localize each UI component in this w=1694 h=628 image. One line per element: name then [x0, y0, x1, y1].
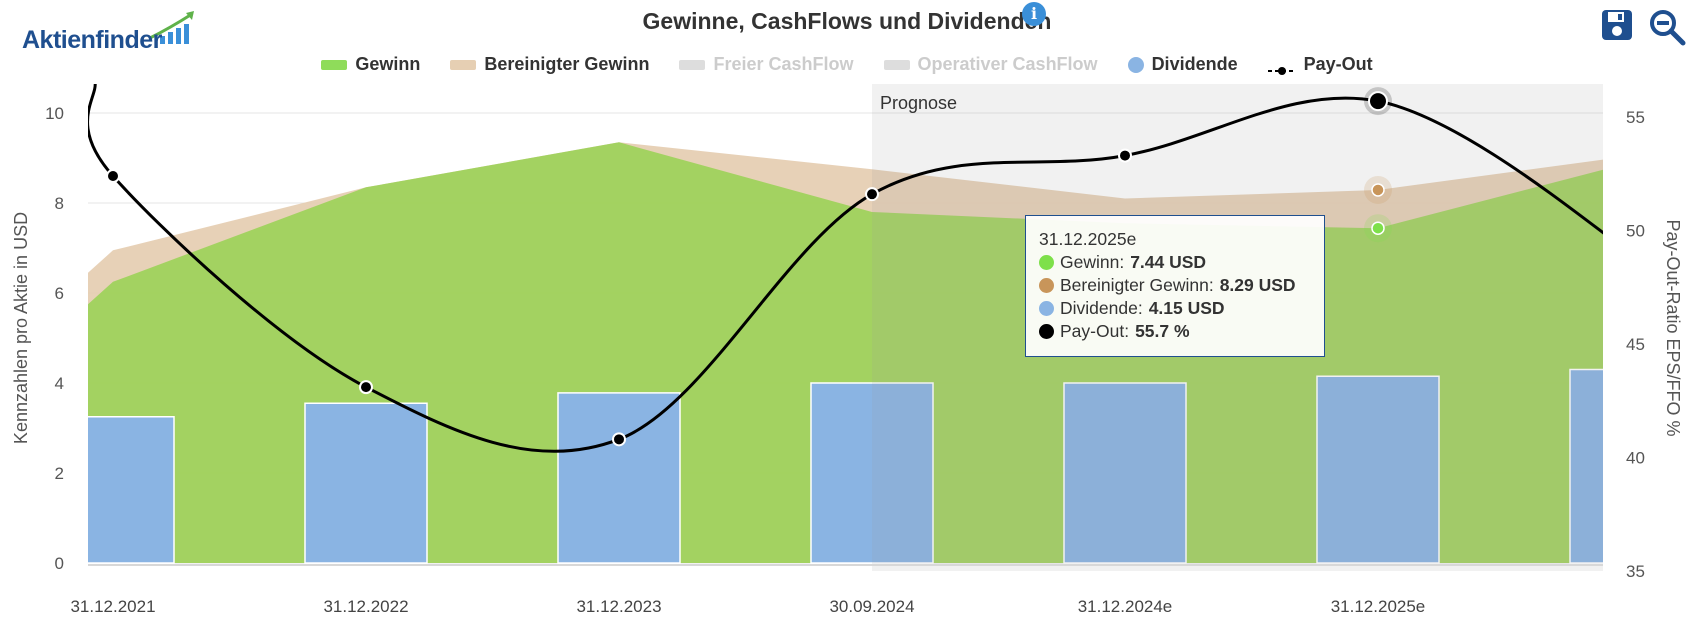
bar-dividende [1063, 382, 1187, 564]
tooltip-label: Bereinigter Gewinn: [1060, 275, 1214, 295]
legend-marker [450, 59, 477, 70]
legend-marker [679, 59, 706, 70]
y-tick-label-right: 45 [1626, 335, 1645, 354]
x-tick-label: 31.12.2022 [323, 597, 408, 616]
legend-item[interactable]: Freier CashFlow [679, 54, 854, 75]
chart-legend: Gewinn Bereinigter Gewinn Freier CashFlow O… [0, 54, 1694, 75]
bar-dividende [557, 392, 681, 564]
tooltip-value: 4.15 USD [1148, 298, 1225, 318]
tooltip-value: 55.7 % [1135, 321, 1190, 341]
legend-item[interactable]: Dividende [1127, 54, 1238, 75]
y-axis-title-right: Pay-Out-Ratio EPS/FFO % [1663, 219, 1683, 436]
x-tick-label: 31.12.2021 [70, 597, 155, 616]
point-pay-out [612, 432, 626, 447]
y-tick-label-right: 35 [1626, 562, 1645, 581]
chart-title: Gewinne, CashFlows und Dividenden [642, 8, 1052, 34]
legend-item[interactable]: Pay-Out [1267, 54, 1373, 75]
legend-label: Freier CashFlow [713, 54, 854, 74]
y-tick-label-right: 50 [1626, 222, 1645, 241]
line-pay-out [88, 84, 1603, 453]
point-pay-out [1118, 148, 1132, 163]
forecast-label: Prognose [880, 93, 957, 113]
x-tick-label: 31.12.2025e [1331, 597, 1426, 616]
point-pay-out [865, 187, 879, 202]
legend-label: Dividende [1151, 54, 1238, 74]
bar-dividende [88, 416, 175, 564]
y-tick-label-left: 10 [45, 104, 64, 123]
logo-text: Aktienfinder [22, 26, 162, 54]
point-gewinn [1371, 221, 1385, 235]
tooltip-value: 7.44 USD [1130, 252, 1207, 272]
bar-dividende [1316, 375, 1440, 564]
tooltip-marker [1039, 301, 1054, 316]
tooltip-label: Pay-Out: [1060, 321, 1130, 341]
y-tick-label-left: 6 [55, 284, 64, 303]
zoom-out-icon[interactable] [1648, 8, 1686, 46]
chart-tooltip: 31.12.2025e Gewinn: 7.44 USD Bereinigter … [1025, 215, 1325, 357]
info-icon[interactable]: i [1022, 2, 1046, 26]
x-tick-label: 31.12.2024e [1078, 597, 1173, 616]
tooltip-row: Pay-Out: 55.7 % [1039, 320, 1311, 343]
tooltip-label: Dividende: [1060, 298, 1143, 318]
y-tick-label-right: 55 [1626, 108, 1645, 127]
legend-marker [1127, 56, 1144, 73]
tooltip-row: Bereinigter Gewinn: 8.29 USD [1039, 274, 1311, 297]
bar-dividende [1569, 368, 1603, 564]
tooltip-row: Dividende: 4.15 USD [1039, 297, 1311, 320]
y-tick-label-left: 2 [55, 464, 64, 483]
tooltip-value: 8.29 USD [1219, 275, 1296, 295]
logo-graphic [149, 11, 194, 44]
legend-marker [883, 59, 910, 70]
point-pay-out [106, 169, 120, 184]
legend-label: Pay-Out [1303, 54, 1373, 74]
tooltip-marker [1039, 324, 1054, 339]
y-tick-label-left: 8 [55, 194, 64, 213]
legend-label: Operativer CashFlow [917, 54, 1098, 74]
tooltip-row: Gewinn: 7.44 USD [1039, 251, 1311, 274]
tooltip-date: 31.12.2025e [1039, 229, 1137, 249]
point-bereinigter-gewinn [1371, 183, 1385, 197]
tooltip-marker [1039, 278, 1054, 293]
legend-item[interactable]: Gewinn [321, 54, 420, 75]
bar-dividende [810, 382, 934, 564]
legend-marker [1267, 60, 1296, 75]
point-pay-out [359, 380, 373, 395]
legend-item[interactable]: Bereinigter Gewinn [450, 54, 649, 75]
point-pay-out [1368, 91, 1388, 112]
y-axis-title-left: Kennzahlen pro Aktie in USD [11, 212, 31, 444]
y-tick-label-left: 0 [55, 554, 64, 573]
floppy-disk-icon[interactable] [1600, 8, 1634, 42]
legend-marker [321, 59, 348, 70]
legend-label: Bereinigter Gewinn [484, 54, 650, 74]
x-tick-label: 31.12.2023 [576, 597, 661, 616]
tooltip-label: Gewinn: [1060, 252, 1125, 272]
legend-item[interactable]: Operativer CashFlow [883, 54, 1098, 75]
x-tick-label: 30.09.2024 [829, 597, 914, 616]
y-tick-label-right: 40 [1626, 449, 1645, 468]
tooltip-marker [1039, 255, 1054, 270]
y-tick-label-left: 4 [55, 374, 64, 393]
legend-label: Gewinn [355, 54, 421, 74]
bar-dividende [304, 402, 428, 564]
aktienfinder-logo[interactable]: Aktienfinder [10, 8, 200, 54]
